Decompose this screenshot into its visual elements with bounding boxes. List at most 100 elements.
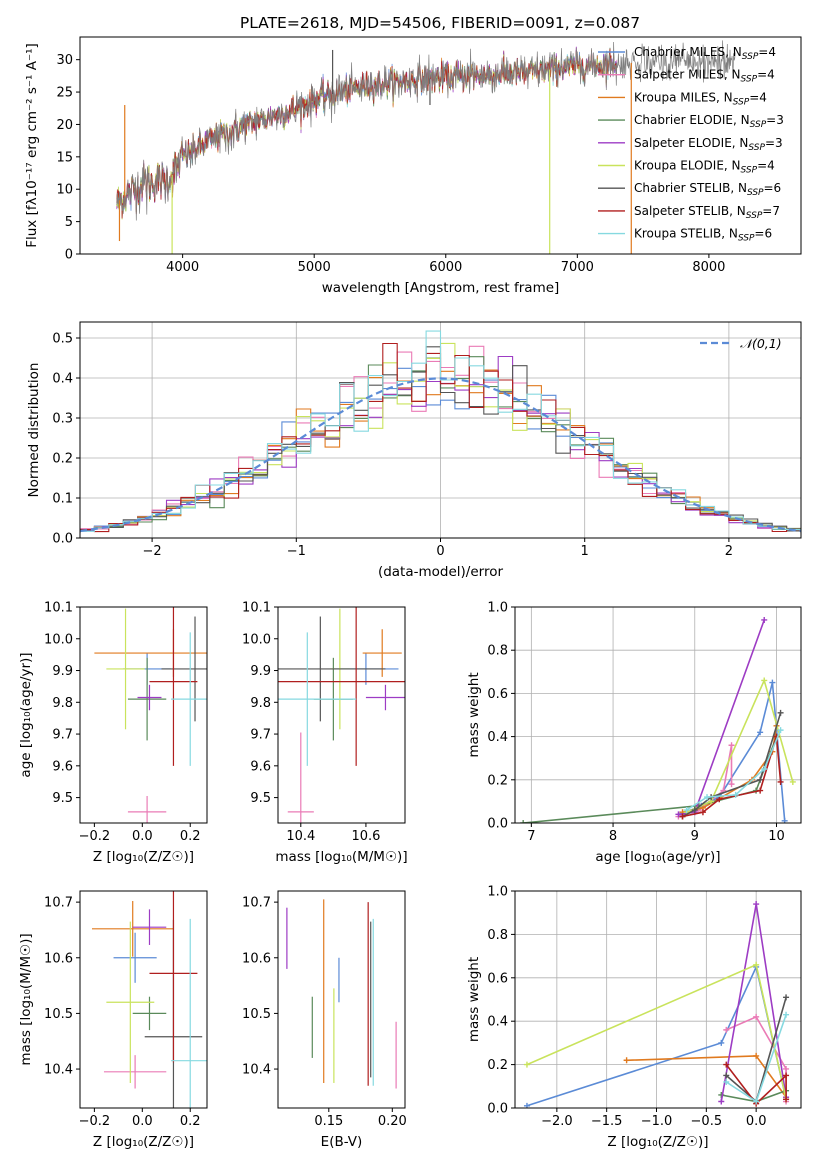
y-tick-label: 10 [56,183,73,198]
y-tick-label: 0.8 [487,644,508,659]
errorbar-plot [94,607,207,823]
x-tick-label: 0.2 [180,1114,201,1129]
weight-marker [723,1061,730,1068]
legend-subscript: SSP [733,97,750,107]
x-tick-label: 0.0 [132,829,153,844]
legend-name: Salpeter STELIB, N [634,204,746,218]
legend-subscript: SSP [741,75,758,85]
y-tick-label: 0.0 [487,1102,508,1117]
legend-subscript: SSP [746,211,763,221]
weight-line [682,736,782,818]
legend-nssp: =4 [757,68,775,82]
legend-subscript: SSP [747,188,764,198]
legend-subscript: SSP [750,120,767,130]
weight-marker [675,811,682,818]
normal-curve [80,377,801,533]
legend-name: Chabrier STELIB, N [634,181,747,195]
panel-5-axes: −0.2 0.0 0.2 10.4 10.5 10.6 10.7 Z [log₁₀(Z/Z☉)… [18,890,208,1150]
legend-name: Kroupa ELODIE, N [634,159,741,173]
y-tick-label: 30 [56,53,73,68]
legend-label: Chabrier STELIB, NSSP=6 [634,181,781,198]
weight-marker [777,778,784,785]
axes-frame [277,890,406,1109]
y-axis-label: Flux [fλ10⁻¹⁷ erg cm⁻² s⁻¹ A⁻¹] [24,43,40,248]
weight-marker [769,679,776,686]
x-tick-label: 7000 [561,260,594,275]
x-tick-label: 0.20 [378,1114,407,1129]
y-tick-label: 0.2 [487,773,508,788]
legend-nssp: =3 [766,113,784,127]
y-tick-label: 9.9 [52,664,73,679]
x-axis-label: Z [log₁₀(Z/Z☉)] [93,1134,194,1150]
x-tick-label: −1.5 [591,1114,623,1129]
y-tick-label: 0.6 [487,971,508,986]
x-tick-label: 1 [581,544,589,559]
x-tick-label: 10 [768,829,785,844]
y-tick-label: 10.4 [44,1063,73,1078]
x-tick-label: 5000 [298,260,331,275]
weight-marker [723,1072,730,1079]
panel-3-axes: 10.4 10.6 9.5 9.6 9.7 9.8 9.9 10.0 10.1 mass [log… [242,601,408,866]
legend-nssp: =7 [762,204,780,218]
weight-marker [718,1039,725,1046]
legend-label: 𝒩(0,1) [740,336,782,351]
y-axis-label: mass weight [466,672,482,757]
x-tick-label: 10.4 [286,829,315,844]
y-tick-label: 0.8 [487,928,508,943]
panel-7 [515,890,801,1109]
x-tick-label: 9 [691,829,699,844]
weight-marker [691,807,698,814]
legend-nssp: =6 [764,181,782,195]
weight-marker [718,1091,725,1098]
x-tick-label: 10.6 [351,829,380,844]
axes-frame [79,36,802,255]
weight-marker [520,820,527,823]
weight-marker [716,796,723,803]
x-tick-label: −0.2 [79,829,111,844]
legend-nssp: =6 [754,227,772,241]
y-tick-label: 9.7 [52,728,73,743]
y-tick-label: 15 [56,150,73,165]
legend-label: Kroupa MILES, NSSP=4 [634,90,767,107]
weight-marker [757,776,764,783]
x-tick-label: 2 [725,544,733,559]
x-axis-label: wavelength [Angstrom, rest frame] [322,280,560,296]
y-tick-label: 9.6 [52,759,73,774]
x-tick-label: −2 [143,544,162,559]
legend-name: Kroupa MILES, N [634,90,733,104]
weight-marker [723,1078,730,1085]
x-tick-label: 0.2 [180,829,201,844]
weight-line [678,745,733,818]
weight-marker [623,1057,630,1064]
y-tick-label: 0.1 [52,492,73,507]
x-tick-label: 0 [436,544,444,559]
legend-name: Chabrier MILES, N [634,45,742,59]
legend-nssp: =3 [765,136,783,150]
axes-frame [79,890,208,1109]
legend-subscript: SSP [741,166,758,176]
weight-marker [679,813,686,820]
weight-marker [761,677,768,684]
weight-marker [777,727,784,734]
weight-marker [783,1096,790,1103]
y-tick-label: 10.7 [44,896,73,911]
y-tick-label: 10.6 [242,951,271,966]
x-axis-label: Z [log₁₀(Z/Z☉)] [607,1134,708,1150]
y-tick-label: 0.4 [52,372,73,387]
x-axis-label: (data-model)/error [378,564,504,580]
y-tick-label: 1.0 [487,885,508,900]
axes-frame [514,890,802,1109]
y-axis-label: mass [log₁₀(M/M☉)] [18,933,34,1065]
weight-marker [683,807,690,814]
weight-marker [753,961,760,968]
x-tick-label: 0.15 [314,1114,343,1129]
legend-label: Chabrier ELODIE, NSSP=3 [634,113,784,130]
panel-1-axes: −2 −1 0 1 2 0.0 0.1 0.2 0.3 0.4 0.5 (data-model)/er… [26,321,802,580]
y-axis-label: Normed distribution [26,363,42,498]
y-tick-label: 10.4 [242,1063,271,1078]
panel-4-axes: 7 8 9 10 0.0 0.2 0.4 0.6 0.8 1.0 age [log₁₀(age/yr… [466,601,802,865]
x-axis-label: age [log₁₀(age/yr)] [595,849,720,865]
x-axis-label: Z [log₁₀(Z/Z☉)] [93,849,194,865]
panel-0-axes: 4000 5000 6000 7000 8000 0 5 10 15 20 25 30 waveleng… [24,36,802,296]
